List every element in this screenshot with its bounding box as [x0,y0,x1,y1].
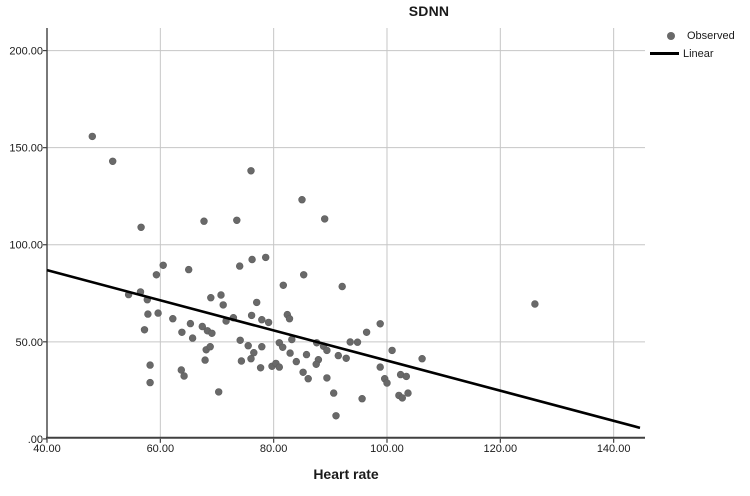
scatter-point [206,343,214,351]
scatter-point [264,318,273,327]
scatter-point [312,360,320,368]
observed-marker-icon [667,32,675,40]
scatter-point [531,300,539,308]
scatter-point [321,215,329,223]
scatter-point [323,374,331,382]
scatter-point [362,328,371,336]
y-tick-label: 150.00 [9,143,43,155]
scatter-point [342,354,350,362]
scatter-point [376,363,384,371]
x-tick-label: 60.00 [147,443,175,455]
scatter-point [250,349,258,357]
scatter-point [292,357,300,366]
scatter-point [169,315,177,323]
scatter-point [279,281,287,289]
scatter-point [383,379,391,387]
scatter-point [398,394,406,402]
legend-observed-label: Observed [687,30,735,42]
scatter-point [253,298,261,307]
trend-line [46,268,641,430]
scatter-point [236,262,244,270]
scatter-point [256,364,265,372]
scatter-point [358,395,366,403]
scatter-point [299,368,307,376]
scatter-point [332,412,340,420]
scatter-point [217,291,225,299]
scatter-point [285,315,294,323]
scatter-point [248,255,256,264]
x-tick-label: 40.00 [33,443,61,455]
chart-title: SDNN [408,3,450,19]
scatter-point [188,334,197,342]
scatter-point [180,372,188,380]
scatter-point [275,363,283,371]
linear-marker-icon [650,52,679,55]
scatter-point [258,316,266,324]
scatter-point [178,328,186,336]
scatter-point [302,350,311,359]
scatter-point [279,343,287,351]
scatter-point [247,311,256,320]
scatter-point [338,282,346,291]
scatter-point [334,351,342,360]
scatter-point [177,366,186,374]
y-tick-label: .00 [28,434,43,446]
scatter-point [146,378,154,387]
scatter-point [154,309,162,317]
scatter-point [353,338,362,346]
scatter-point [198,322,207,331]
scatter-point [323,346,331,355]
x-tick-label: 80.00 [260,443,288,455]
scatter-point [108,157,117,166]
scatter-point [152,271,161,279]
scatter-point [244,342,252,350]
scatter-point [247,355,255,363]
scatter-point [140,326,149,334]
scatter-point [208,329,216,337]
scatter-point [404,389,412,397]
scatter-point [330,389,338,397]
scatter-point [300,271,308,279]
scatter-point [159,261,167,269]
scatter-point [262,253,270,262]
x-tick-label: 100.00 [370,443,404,455]
scatter-point [298,196,306,204]
scatter-point [233,216,241,225]
x-tick-label: 120.00 [483,443,517,455]
scatter-point [346,338,354,346]
scatter-point [418,355,426,363]
y-tick-label: 100.00 [9,240,43,252]
scatter-point [247,167,255,175]
x-axis-title: Heart rate [313,466,379,482]
scatter-point [146,361,154,369]
y-tick-label: 50.00 [15,337,43,349]
scatter-point [200,217,208,225]
x-tick-label: 140.00 [597,443,631,455]
scatter-point [215,388,223,396]
scatter-point [258,343,266,351]
scatter-point [286,349,294,357]
scatter-point [388,346,396,355]
scatter-point [137,223,145,232]
scatter-point [88,132,97,141]
scatter-point [185,265,193,274]
scatter-point [402,372,410,381]
scatter-point [186,319,195,328]
scatter-point [144,310,152,318]
scatter-point [376,320,384,328]
legend-linear-label: Linear [683,48,714,60]
scatter-point [236,336,244,344]
scatter-point [219,301,227,309]
scatter-point [237,357,246,365]
scatter-point [207,294,215,302]
scatter-point [201,356,209,364]
y-tick-label: 200.00 [9,46,43,58]
scatter-point [304,375,312,383]
